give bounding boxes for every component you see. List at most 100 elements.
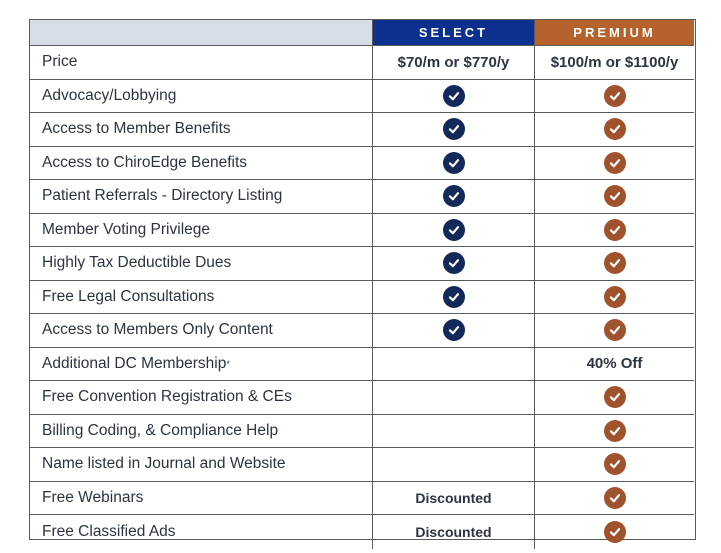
- table-row: Free Convention Registration & CEs: [30, 381, 695, 415]
- check-icon: [442, 84, 465, 107]
- header-feature-cell: [30, 20, 373, 46]
- table-row: Billing Coding, & Compliance Help: [30, 414, 695, 448]
- select-cell: [373, 213, 535, 247]
- premium-value: $100/m or $1100/y: [550, 53, 679, 71]
- select-cell: [373, 280, 535, 314]
- premium-cell: [535, 113, 694, 147]
- feature-label: Free Legal Consultations: [30, 280, 373, 314]
- premium-cell: [535, 281, 694, 314]
- check-icon: [603, 218, 626, 241]
- feature-label: Price: [30, 46, 373, 80]
- select-cell: $70/m or $770/y: [373, 46, 535, 80]
- table-row: Patient Referrals - Directory Listing: [30, 180, 695, 214]
- feature-text: Billing Coding, & Compliance Help: [42, 421, 279, 439]
- feature-text: Access to ChiroEdge Benefits: [42, 153, 248, 171]
- premium-cell: [535, 247, 694, 281]
- table-row: Price $70/m or $770/y $100/m or $1100/y: [30, 46, 695, 80]
- check-icon: [442, 252, 465, 275]
- table-row: Additional DC Membership * 40% Off: [30, 347, 695, 381]
- table-row: Access to ChiroEdge Benefits: [30, 146, 695, 180]
- feature-label: Access to Member Benefits: [30, 113, 373, 147]
- feature-text: Free Webinars: [42, 488, 144, 506]
- feature-footnote-mark: *: [226, 358, 230, 369]
- select-cell: [373, 448, 535, 482]
- check-icon: [442, 319, 465, 342]
- check-icon: [603, 151, 626, 174]
- table-row: Free Legal Consultations: [30, 280, 695, 314]
- feature-text: Access to Member Benefits: [42, 120, 231, 138]
- select-cell: [373, 347, 535, 381]
- table-row: Free Webinars Discounted: [30, 481, 695, 515]
- table-row: Advocacy/Lobbying: [30, 79, 695, 113]
- premium-cell: [535, 80, 694, 113]
- header-select: SELECT: [373, 20, 535, 46]
- check-icon: [603, 84, 626, 107]
- premium-cell: 40% Off: [535, 348, 694, 381]
- premium-cell: [535, 147, 694, 180]
- select-value: Discounted: [415, 489, 492, 506]
- table-row: Access to Members Only Content: [30, 314, 695, 348]
- check-icon: [442, 151, 465, 174]
- table-row: Name listed in Journal and Website: [30, 448, 695, 482]
- select-cell: [373, 180, 535, 214]
- feature-text: Free Classified Ads: [42, 522, 176, 540]
- check-icon: [603, 486, 626, 509]
- select-cell: [373, 247, 535, 281]
- check-icon: [603, 185, 626, 208]
- select-cell: [373, 146, 535, 180]
- table-row: Highly Tax Deductible Dues: [30, 247, 695, 281]
- check-icon: [603, 252, 626, 275]
- feature-label: Advocacy/Lobbying: [30, 79, 373, 113]
- check-icon: [442, 185, 465, 208]
- check-icon: [603, 520, 626, 543]
- select-value: Discounted: [415, 523, 492, 540]
- check-icon: [442, 285, 465, 308]
- feature-label: Highly Tax Deductible Dues: [30, 247, 373, 281]
- feature-label: Patient Referrals - Directory Listing: [30, 180, 373, 214]
- comparison-table: SELECT PREMIUM Price $70/m or $770/y $100/…: [29, 19, 696, 549]
- feature-text: Member Voting Privilege: [42, 220, 210, 238]
- feature-text: Price: [42, 53, 78, 71]
- check-icon: [603, 285, 626, 308]
- check-icon: [442, 118, 465, 141]
- select-cell: [373, 381, 535, 415]
- feature-text: Access to Members Only Content: [42, 321, 273, 339]
- check-icon: [603, 118, 626, 141]
- check-icon: [442, 218, 465, 241]
- premium-value: 40% Off: [586, 355, 643, 373]
- table-row: Access to Member Benefits: [30, 113, 695, 147]
- table-row: Free Classified Ads Discounted: [30, 515, 695, 549]
- check-icon: [603, 453, 626, 476]
- feature-label: Free Webinars: [30, 481, 373, 515]
- table-body: Price $70/m or $770/y $100/m or $1100/y Adv…: [30, 46, 695, 549]
- feature-text: Advocacy/Lobbying: [42, 86, 177, 104]
- feature-text: Free Legal Consultations: [42, 287, 215, 305]
- select-value: $70/m or $770/y: [397, 53, 510, 71]
- feature-label: Additional DC Membership *: [30, 347, 373, 381]
- select-cell: [373, 414, 535, 448]
- select-cell: [373, 79, 535, 113]
- premium-cell: $100/m or $1100/y: [535, 46, 694, 80]
- premium-cell: [535, 482, 694, 515]
- feature-label: Access to ChiroEdge Benefits: [30, 146, 373, 180]
- header-premium: PREMIUM: [535, 20, 694, 46]
- premium-cell: [535, 381, 694, 415]
- check-icon: [603, 319, 626, 342]
- select-cell: Discounted: [373, 481, 535, 515]
- premium-cell: [535, 314, 694, 348]
- premium-cell: [535, 180, 694, 214]
- feature-text: Free Convention Registration & CEs: [42, 388, 292, 406]
- select-cell: Discounted: [373, 515, 535, 549]
- check-icon: [603, 386, 626, 409]
- feature-label: Billing Coding, & Compliance Help: [30, 414, 373, 448]
- feature-text: Patient Referrals - Directory Listing: [42, 187, 283, 205]
- feature-label: Free Classified Ads: [30, 515, 373, 549]
- premium-cell: [535, 448, 694, 482]
- feature-text: Highly Tax Deductible Dues: [42, 254, 232, 272]
- feature-text: Additional DC Membership: [42, 354, 227, 372]
- feature-label: Free Convention Registration & CEs: [30, 381, 373, 415]
- check-icon: [603, 419, 626, 442]
- feature-text: Name listed in Journal and Website: [42, 455, 286, 473]
- premium-cell: [535, 415, 694, 448]
- feature-label: Name listed in Journal and Website: [30, 448, 373, 482]
